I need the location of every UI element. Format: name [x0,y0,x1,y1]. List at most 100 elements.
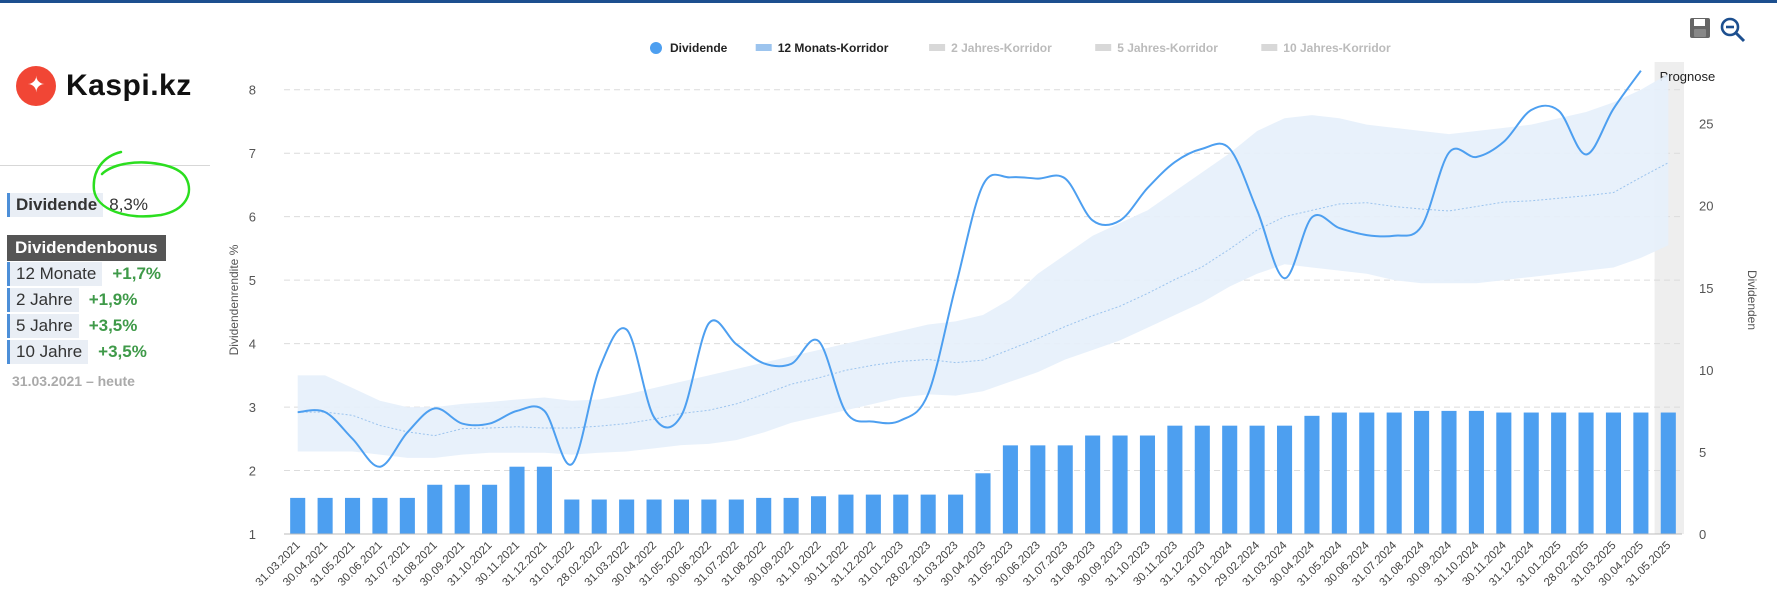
bonus-value: +3,5% [98,342,147,361]
dividend-bar [1523,412,1539,534]
dividend-bar [975,473,991,534]
dividend-bar [893,494,909,534]
dividend-bar [1359,412,1375,534]
right-tick-label: 15 [1699,281,1713,296]
legend-marker [1261,44,1278,51]
dividend-bar [810,496,827,534]
dividend-bar [1331,412,1347,534]
bonus-label: 10 Jahre [7,340,89,364]
dividend-bar [1085,435,1101,534]
dividend-bar [290,497,306,534]
dividend-bar [482,484,498,534]
right-tick-label: 20 [1699,199,1713,214]
dividend-bar [838,494,854,534]
dividend-bar [1030,445,1046,534]
bonus-label: 12 Monate [7,262,103,286]
bonus-value: +1,9% [88,290,138,309]
left-axis-title: Dividendenrendite % [227,244,241,355]
dividend-bar [536,466,552,534]
dividend-bar [1276,425,1293,534]
dividend-bar [1222,425,1238,534]
dividend-bar [344,497,361,534]
bonus-value: +1,7% [112,264,162,283]
period-label: 31.03.2021 – heute [12,373,135,389]
dividend-bar [1496,412,1512,534]
company-name: Kaspi.kz [66,69,192,102]
dividend-bar [1002,445,1018,534]
dividend-yield-row: Dividende 8,3% [7,192,148,218]
company-logo: ✦ Kaspi.kz [16,66,192,106]
dividend-bonus-title: Dividendenbonus [7,235,166,261]
dividend-bar [564,499,580,534]
right-tick-label: 5 [1699,445,1706,460]
dividend-bar [454,484,470,534]
dividend-bar [1441,410,1457,534]
dividend-bar [865,494,881,534]
bonus-row-2y: 2 Jahre +1,9% [7,287,137,313]
bonus-value: +3,5% [88,316,138,335]
dividend-bar [509,466,525,534]
right-axis-title: Dividenden [1745,270,1759,330]
dividend-bar [591,499,607,534]
dividend-bar [783,497,799,534]
bonus-row-10y: 10 Jahre +3,5% [7,339,147,365]
legend-label: 12 Monats-Korridor [778,41,889,55]
right-tick-label: 0 [1699,527,1706,542]
legend-label: Dividende [670,41,728,55]
top-accent-line [0,0,1777,3]
dividend-bar [728,499,744,534]
dividend-label: Dividende [7,193,104,217]
dividend-yield-line [297,70,1642,468]
dividend-bar [1551,412,1567,534]
dividend-bar [1578,412,1594,534]
zoom-out-icon[interactable] [1719,16,1747,44]
dividend-bar [673,499,690,534]
left-tick-label: 5 [249,273,256,288]
dividend-bar [1304,415,1320,534]
dividend-bar [1386,412,1402,534]
dividend-bar [1139,435,1156,534]
right-tick-label: 25 [1699,117,1713,132]
bonus-label: 2 Jahre [7,288,79,312]
dividend-bar [1194,425,1210,534]
legend-marker [929,44,946,51]
dividend-value: 8,3% [109,195,148,214]
dividend-bar [317,497,333,534]
forecast-label: Prognose [1660,69,1716,84]
dividend-bar [427,484,443,534]
bonus-row-12m: 12 Monate +1,7% [7,261,161,287]
dividend-bar [1633,412,1649,534]
highlight-circle [92,150,191,218]
dividend-bar [1660,412,1676,534]
sidebar-divider [0,165,210,166]
legend-marker [1095,44,1112,51]
left-tick-label: 7 [249,146,256,161]
bonus-label: 5 Jahre [7,314,79,338]
dividend-bar [701,499,717,534]
kaspi-logo-icon: ✦ [16,66,56,106]
dividend-bar [1057,445,1073,534]
dividend-bar [372,497,388,534]
dividend-bar [1605,412,1622,534]
dividend-bar [1167,425,1183,534]
dividend-bar [1414,410,1430,534]
dividend-bar [619,499,635,534]
left-tick-label: 4 [249,337,256,352]
legend-marker-dividende [650,42,662,54]
left-tick-label: 1 [249,527,256,542]
bonus-row-5y: 5 Jahre +3,5% [7,313,137,339]
left-tick-label: 6 [249,210,256,225]
save-icon[interactable] [1688,16,1712,40]
left-tick-label: 2 [249,464,256,479]
left-tick-label: 8 [249,83,256,98]
dividend-bar [399,497,415,534]
dividend-bar [1468,410,1484,534]
legend-label: 5 Jahres-Korridor [1117,41,1218,55]
legend-marker [755,44,772,51]
right-tick-label: 10 [1699,363,1713,378]
corridor-12m-median [297,162,1669,437]
corridor-12m-band [297,73,1669,458]
dividend-bar [1112,435,1128,534]
left-tick-label: 3 [249,400,256,415]
